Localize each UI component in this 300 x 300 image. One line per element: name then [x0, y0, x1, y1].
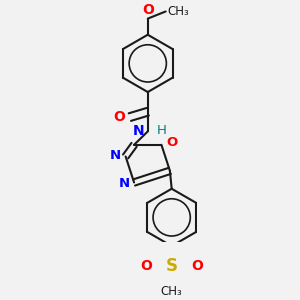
Text: N: N	[133, 124, 144, 138]
Text: S: S	[166, 257, 178, 275]
Text: O: O	[191, 259, 203, 273]
Text: N: N	[118, 177, 130, 190]
Text: O: O	[142, 3, 154, 17]
Text: O: O	[113, 110, 125, 124]
Text: O: O	[167, 136, 178, 148]
Text: CH₃: CH₃	[161, 284, 183, 298]
Text: H: H	[157, 124, 166, 137]
Text: CH₃: CH₃	[167, 5, 189, 18]
Text: O: O	[141, 259, 153, 273]
Text: N: N	[110, 149, 121, 162]
